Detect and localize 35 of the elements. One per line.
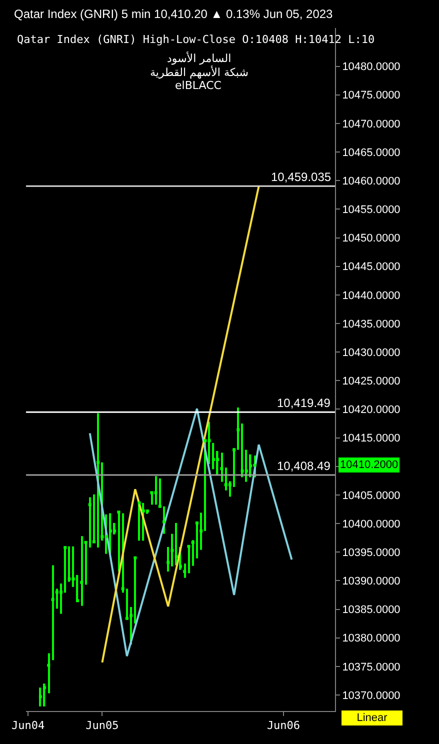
y-tick-label: 10440.0000 <box>342 290 400 302</box>
y-tick-label: 10380.0000 <box>342 632 400 645</box>
x-tick-label: Jun04 <box>11 719 45 732</box>
y-tick-label: 10385.0000 <box>342 604 400 616</box>
y-tick-label: 10430.0000 <box>342 346 400 359</box>
y-tick-label: 10370.0000 <box>342 690 400 702</box>
y-tick-label: 10415.0000 <box>342 432 400 445</box>
x-tick-label: Jun05 <box>86 719 119 732</box>
y-tick-label: 10470.0000 <box>342 118 400 130</box>
text: 10410.2000 <box>340 459 398 471</box>
y-tick-label: 10405.0000 <box>342 490 400 502</box>
y-tick-label: 10445.0000 <box>342 261 400 274</box>
annotation: elBLACC <box>175 79 222 92</box>
y-tick-label: 10400.0000 <box>342 518 400 530</box>
y-tick-label: 10460.0000 <box>342 175 400 188</box>
y-tick-label: 10395.0000 <box>342 546 400 559</box>
x-tick-label: Jun06 <box>266 719 300 732</box>
annotation: شبكة الأسهم القطرية <box>150 65 248 79</box>
y-tick-label: 10420.0000 <box>342 404 400 416</box>
y-tick-label: 10425.0000 <box>342 376 400 388</box>
ref-line-label: 10,408.49 <box>277 459 331 473</box>
y-tick-label: 10480.0000 <box>342 61 400 74</box>
y-tick-label: 10475.0000 <box>342 90 400 102</box>
y-tick-label: 10435.0000 <box>342 318 400 330</box>
y-tick-label: 10390.0000 <box>342 576 400 588</box>
y-tick-label: 10465.0000 <box>342 146 400 159</box>
y-tick-label: 10455.0000 <box>342 204 400 216</box>
ref-line-label: 10,459.035 <box>271 170 332 184</box>
ref-line-label: 10,419.49 <box>277 396 331 410</box>
chart-title: Qatar Index (GNRI) 5 min 10,410.20 ▲ 0.13% Jun 05, 2023 <box>14 7 334 21</box>
annotation: السامر الأسود <box>167 51 232 65</box>
text: Qatar Index (GNRI) High-Low-Close O:10408 H:10412 L:10 <box>17 33 375 46</box>
text: Linear <box>354 712 390 724</box>
y-tick-label: 10450.0000 <box>342 232 400 245</box>
y-tick-label: 10375.0000 <box>342 661 400 674</box>
